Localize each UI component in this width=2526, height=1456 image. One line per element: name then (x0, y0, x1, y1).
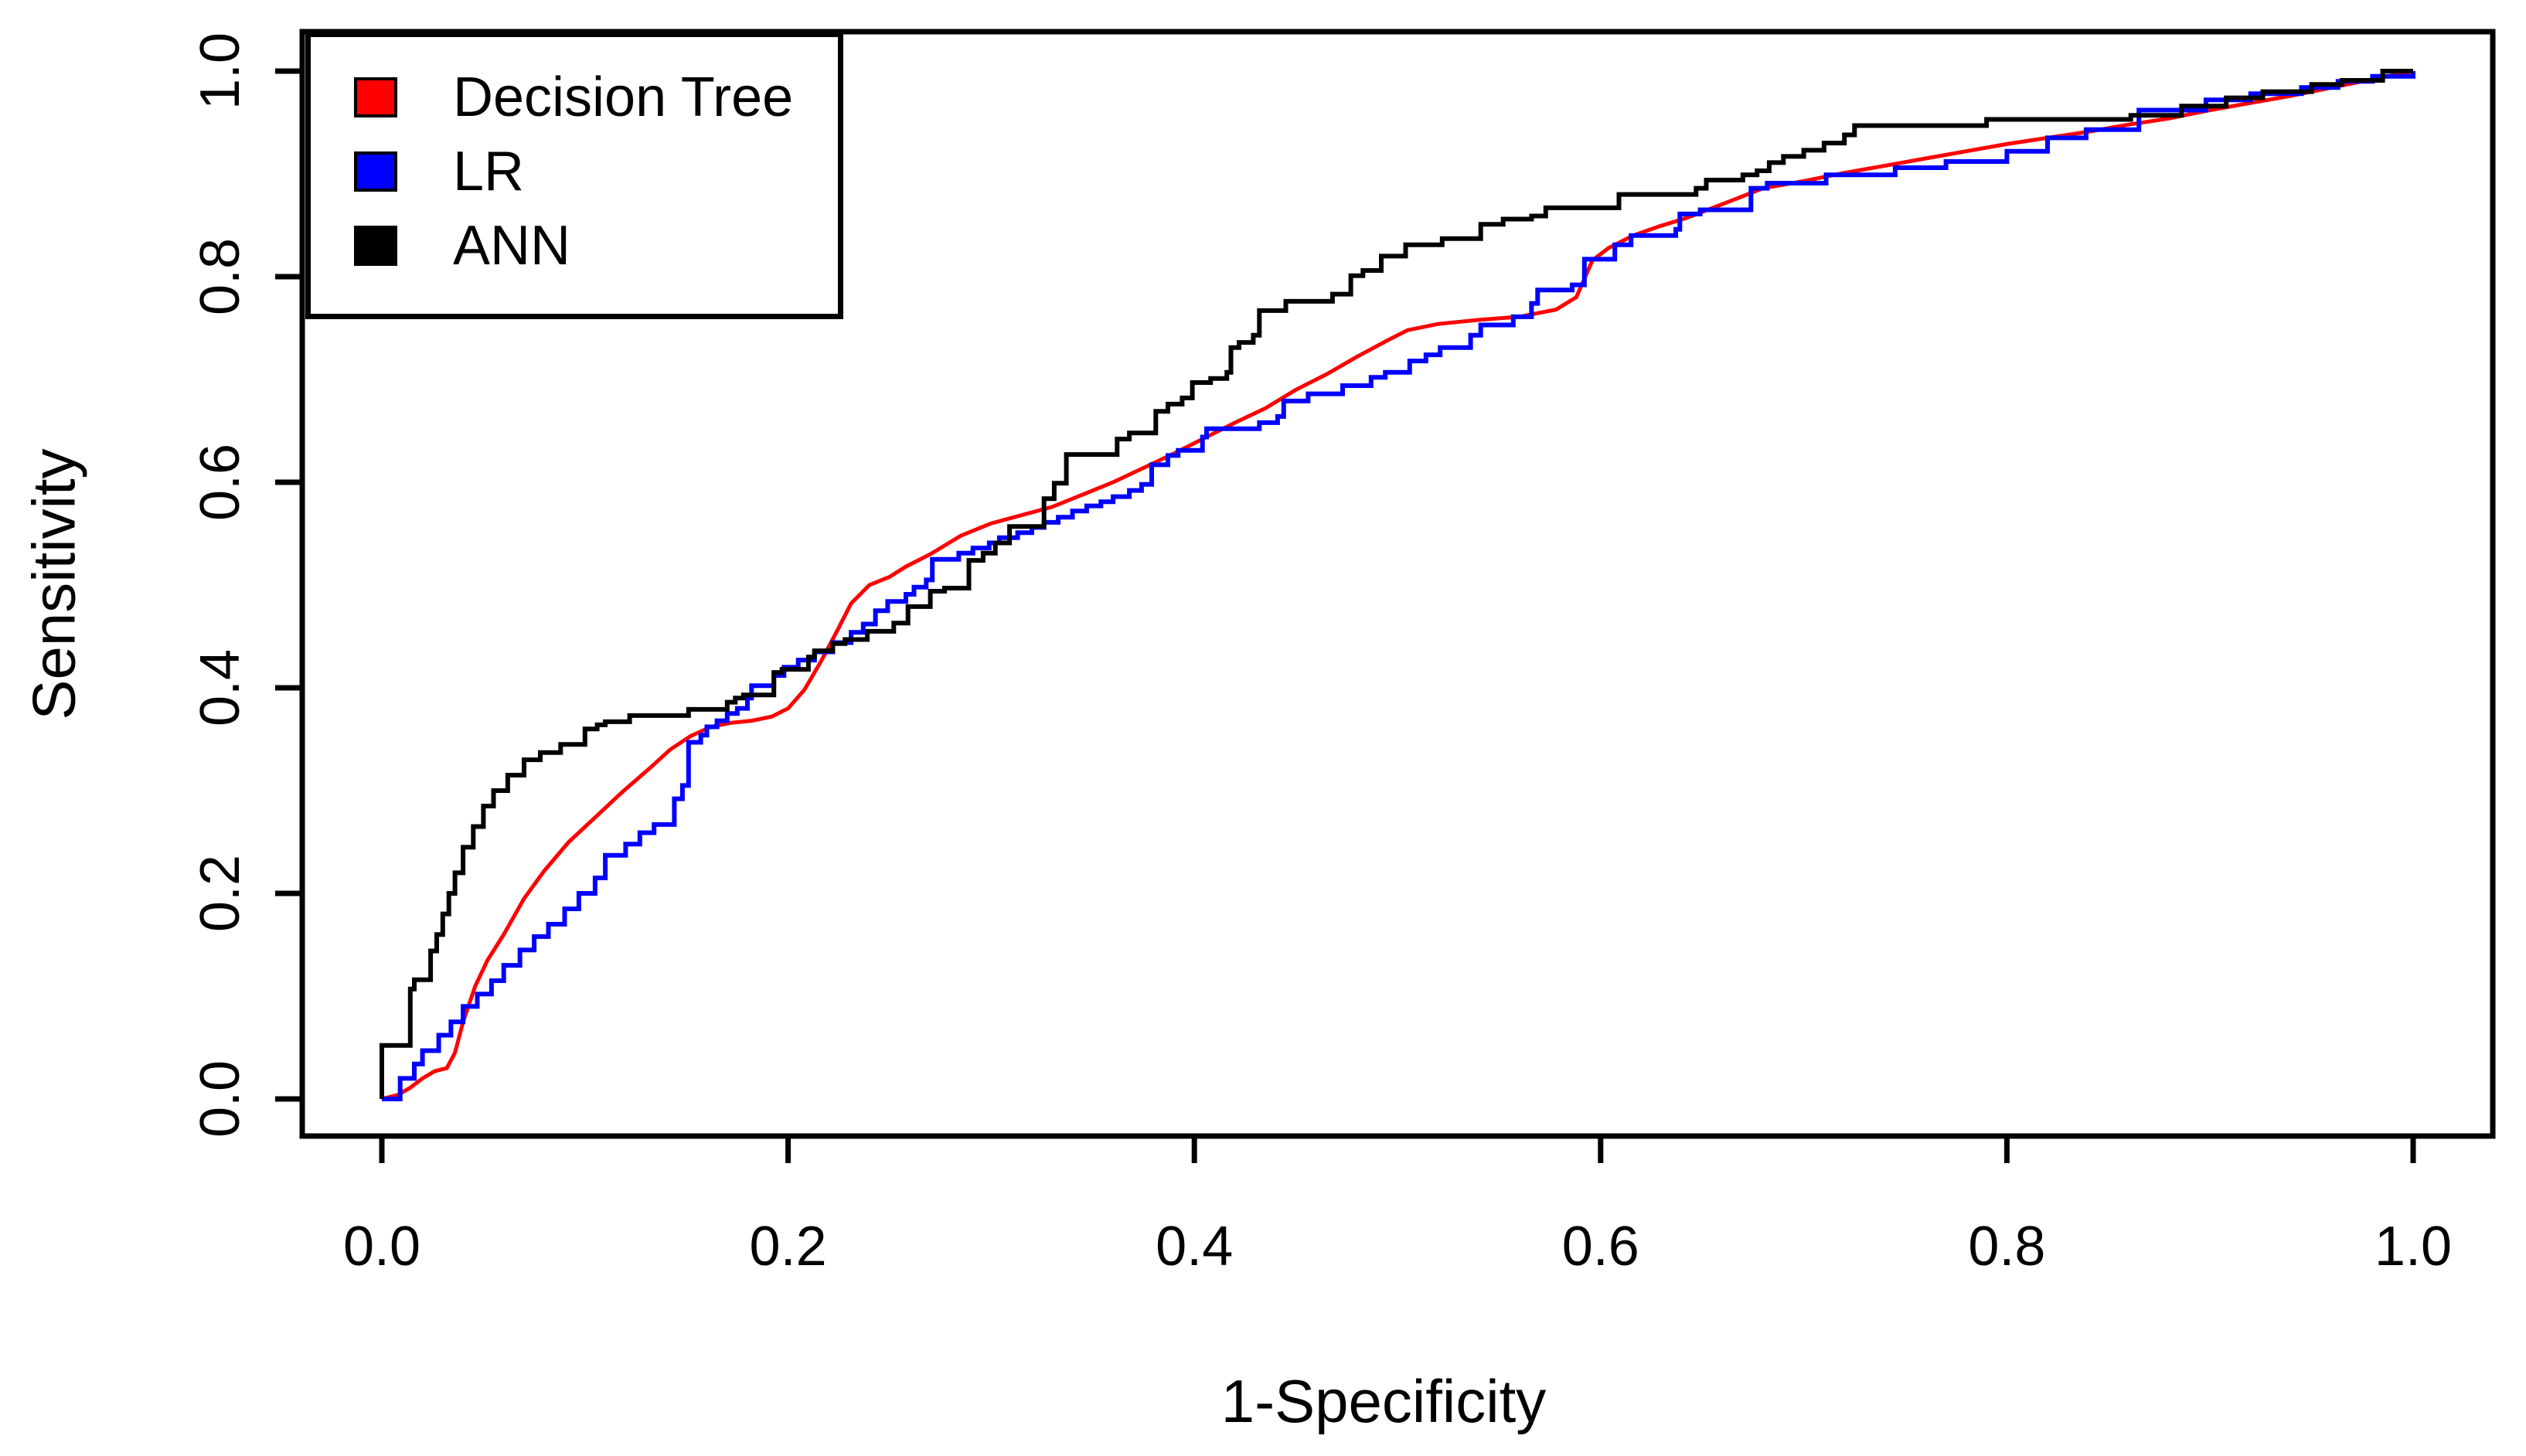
x-tick-label: 0.2 (749, 1216, 827, 1277)
x-axis-title: 1-Specificity (1220, 1367, 1547, 1435)
roc-curves (380, 69, 2415, 1101)
legend-item-label: Decision Tree (453, 66, 794, 128)
plot-border (299, 29, 2496, 1139)
legend-box: Decision Tree LR ANN (305, 32, 843, 319)
y-tick-label: 0.4 (189, 648, 251, 727)
y-tick-label: 0.8 (189, 237, 251, 316)
decision-tree-swatch-icon (354, 77, 397, 117)
lr-swatch-icon (354, 151, 397, 192)
ann-swatch-icon (354, 226, 397, 266)
y-tick-label: 0.2 (189, 854, 251, 933)
y-tick-label: 1.0 (189, 32, 251, 111)
x-tick-label: 0.4 (1156, 1216, 1234, 1277)
y-tick-label: 0.6 (189, 443, 251, 522)
legend-item-ann: ANN (311, 209, 838, 283)
roc-curve-decision-tree (381, 69, 2414, 1101)
legend-item-decision-tree: Decision Tree (311, 60, 838, 134)
y-tick-label: 0.0 (189, 1060, 251, 1138)
x-axis-ticks (379, 1138, 2416, 1163)
y-axis-ticks (275, 68, 300, 1102)
legend-item-label: ANN (453, 215, 571, 277)
x-tick-label: 0.0 (342, 1216, 421, 1277)
x-tick-label: 1.0 (2374, 1216, 2453, 1277)
y-axis-title: Sensitivity (19, 448, 88, 720)
legend-item-label: LR (453, 141, 525, 202)
roc-curve-ann (380, 69, 2413, 1099)
x-tick-label: 0.8 (1968, 1216, 2046, 1277)
legend-item-lr: LR (311, 134, 838, 209)
x-tick-label: 0.6 (1561, 1216, 1639, 1277)
